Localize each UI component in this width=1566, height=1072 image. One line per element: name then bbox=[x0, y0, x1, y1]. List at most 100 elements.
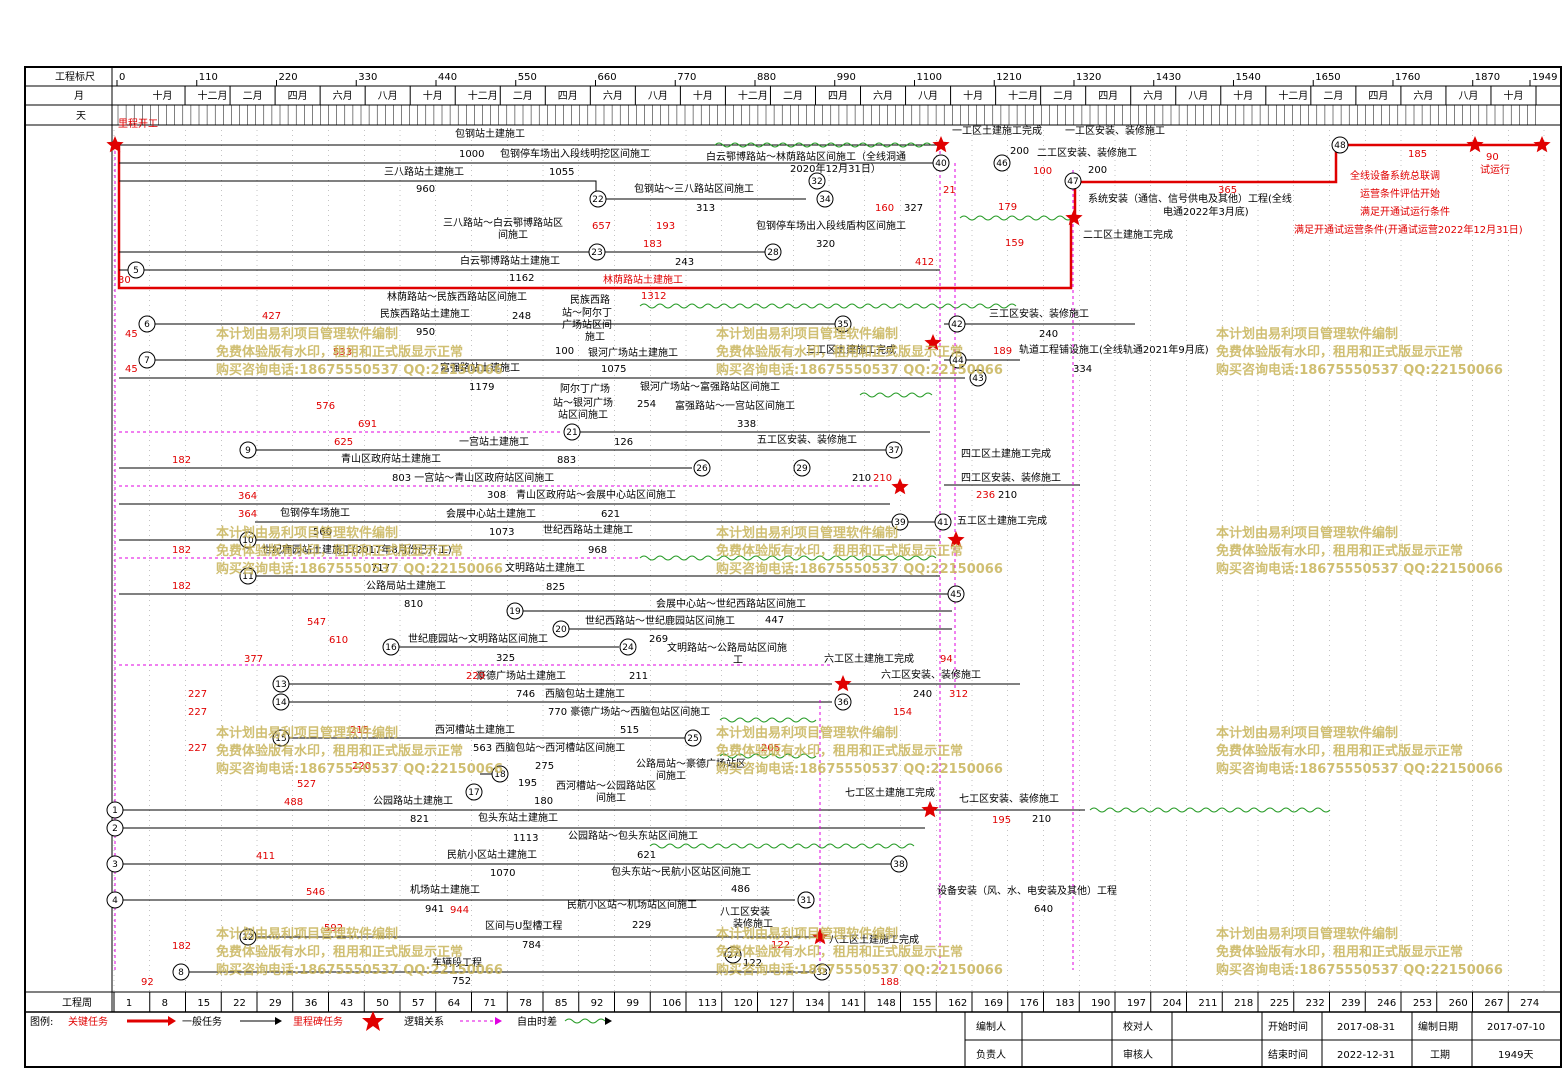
watermark-text: 本计划由易利项目管理软件编制 bbox=[1216, 326, 1398, 342]
legend-logic: 逻辑关系 bbox=[404, 1015, 444, 1028]
node: 25 bbox=[684, 729, 702, 747]
watermark-text: 购买咨询电话:18675550537 QQ:22150066 bbox=[716, 962, 1003, 978]
week-label: 85 bbox=[555, 998, 568, 1009]
scale-tick-label: 770 bbox=[677, 72, 696, 83]
node: 5 bbox=[127, 261, 145, 279]
task-label: 世纪鹿园站土建施工(2017年8月份已开工) bbox=[262, 543, 452, 556]
week-label: 57 bbox=[412, 998, 425, 1009]
node-label: 42 bbox=[951, 320, 962, 330]
float-label: 182 bbox=[172, 581, 191, 592]
node-label: 44 bbox=[952, 356, 964, 366]
week-row-label: 工程周 bbox=[62, 997, 92, 1009]
task-label: 站～银河广场 bbox=[553, 396, 613, 409]
task-label: 825 bbox=[546, 582, 565, 593]
watermark-text: 购买咨询电话:18675550537 QQ:22150066 bbox=[216, 362, 503, 378]
float-label: 188 bbox=[880, 977, 899, 988]
task-label: 公路局站土建施工 bbox=[366, 579, 446, 592]
node-label: 19 bbox=[509, 607, 521, 617]
task-label: 世纪西路站～世纪鹿园站区间施工 bbox=[585, 614, 735, 627]
node-label: 11 bbox=[242, 572, 253, 582]
month-label: 六月 bbox=[873, 90, 893, 102]
float-label: 189 bbox=[993, 346, 1012, 357]
watermark-text: 本计划由易利项目管理软件编制 bbox=[716, 525, 898, 541]
task-label: 二工区土建施工完成 bbox=[1083, 228, 1173, 241]
node: 39 bbox=[891, 513, 909, 531]
start-value: 2017-08-31 bbox=[1337, 1022, 1395, 1033]
node-label: 12 bbox=[242, 933, 253, 943]
legend: 图例: 关键任务 一般任务 里程碑任务 逻辑关系 自由时差 bbox=[30, 1011, 612, 1031]
node-label: 7 bbox=[144, 356, 150, 366]
watermark-text: 免费体验版有水印，租用和正式版显示正常 bbox=[1216, 944, 1463, 960]
task-label: 五工区安装、装修施工 bbox=[757, 433, 857, 446]
task-label: 313 bbox=[696, 203, 715, 214]
task-label: 621 bbox=[637, 850, 656, 861]
week-cells: 1 8 15 22 29 36 43 50 57 64 71 78 85 92 99 106 113 120 127… bbox=[113, 992, 1539, 1012]
task-label: 公园路站土建施工 bbox=[373, 794, 453, 807]
node: 31 bbox=[797, 891, 815, 909]
week-label: 267 bbox=[1484, 998, 1503, 1009]
float-label: 90 bbox=[1486, 152, 1499, 163]
float-label: 227 bbox=[188, 743, 207, 754]
month-cells: 十月 十二月 二月 四月 六月 八月 十月 十二月 二月 四月 六月 八月 十月 十二月 二月 四月 六月 八月 十… bbox=[153, 86, 1537, 105]
scale-tick-label: 660 bbox=[597, 72, 616, 83]
float-label: 227 bbox=[188, 689, 207, 700]
node: 17 bbox=[465, 783, 483, 801]
task-label: 站～阿尔丁 bbox=[562, 306, 612, 319]
task-label: 机场站土建施工 bbox=[410, 883, 480, 896]
node: 47 bbox=[1064, 172, 1082, 190]
week-label: 204 bbox=[1163, 998, 1182, 1009]
node: 21 bbox=[563, 423, 581, 441]
task-label: 广场站区间 bbox=[562, 318, 612, 331]
checker-label: 校对人 bbox=[1123, 1020, 1153, 1033]
float-label: 林荫路站土建施工 bbox=[603, 273, 683, 286]
node: 13 bbox=[272, 675, 290, 693]
node: 29 bbox=[793, 459, 811, 477]
node-label: 45 bbox=[950, 590, 961, 600]
watermark-text: 购买咨询电话:18675550537 QQ:22150066 bbox=[216, 761, 503, 777]
watermark-text: 购买咨询电话:18675550537 QQ:22150066 bbox=[1216, 362, 1503, 378]
task-label: 一宫站土建施工 bbox=[459, 435, 529, 448]
float-label: 427 bbox=[262, 311, 281, 322]
month-label: 八月 bbox=[1188, 90, 1208, 102]
task-label: 青山区政府站～会展中心站区间施工 bbox=[516, 488, 676, 501]
task-label: 五工区土建施工完成 bbox=[957, 514, 1047, 527]
task-label: 包钢站～三八路站区间施工 bbox=[634, 182, 754, 195]
watermark-text: 本计划由易利项目管理软件编制 bbox=[216, 926, 398, 942]
task-label: 包钢停车场出入段线明挖区间施工 bbox=[500, 147, 650, 160]
task-label: 563 西脑包站～西河槽站区间施工 bbox=[473, 741, 625, 754]
node-label: 25 bbox=[687, 734, 698, 744]
node-label: 47 bbox=[1067, 177, 1078, 187]
node: 15 bbox=[272, 729, 290, 747]
scale-tick-label: 220 bbox=[278, 72, 297, 83]
float-label: 205 bbox=[761, 743, 780, 754]
node: 44 bbox=[949, 351, 967, 369]
float-label: 220 bbox=[352, 761, 371, 772]
task-label: 968 bbox=[588, 545, 607, 556]
legend-star-icon bbox=[362, 1011, 384, 1031]
node: 12 bbox=[239, 928, 257, 946]
task-label: 240 bbox=[913, 689, 932, 700]
task-label: 系统安装（通信、信号供电及其他）工程(全线 bbox=[1088, 192, 1292, 205]
node-label: 9 bbox=[245, 446, 251, 456]
week-label: 99 bbox=[626, 998, 639, 1009]
node: 19 bbox=[506, 602, 524, 620]
float-label: 691 bbox=[358, 419, 377, 430]
node-label: 31 bbox=[800, 896, 811, 906]
float-label: 236 bbox=[976, 490, 995, 501]
week-label: 127 bbox=[769, 998, 788, 1009]
task-label: 三八路站～白云鄂博路站区 bbox=[443, 216, 563, 229]
week-label: 162 bbox=[948, 998, 967, 1009]
watermark-text: 免费体验版有水印，租用和正式版显示正常 bbox=[716, 743, 963, 759]
float-label: 592 bbox=[324, 923, 343, 934]
node: 34 bbox=[816, 190, 834, 208]
scale-tick-label: 330 bbox=[358, 72, 377, 83]
legend-float: 自由时差 bbox=[517, 1015, 557, 1028]
task-label: 200 bbox=[1088, 165, 1107, 176]
watermark-text: 免费体验版有水印，租用和正式版显示正常 bbox=[216, 543, 463, 559]
week-label: 71 bbox=[483, 998, 496, 1009]
node: 38 bbox=[890, 855, 908, 873]
end-label: 结束时间 bbox=[1268, 1048, 1308, 1061]
scale-tick-label: 110 bbox=[199, 72, 218, 83]
task-label: 122 bbox=[743, 958, 762, 969]
